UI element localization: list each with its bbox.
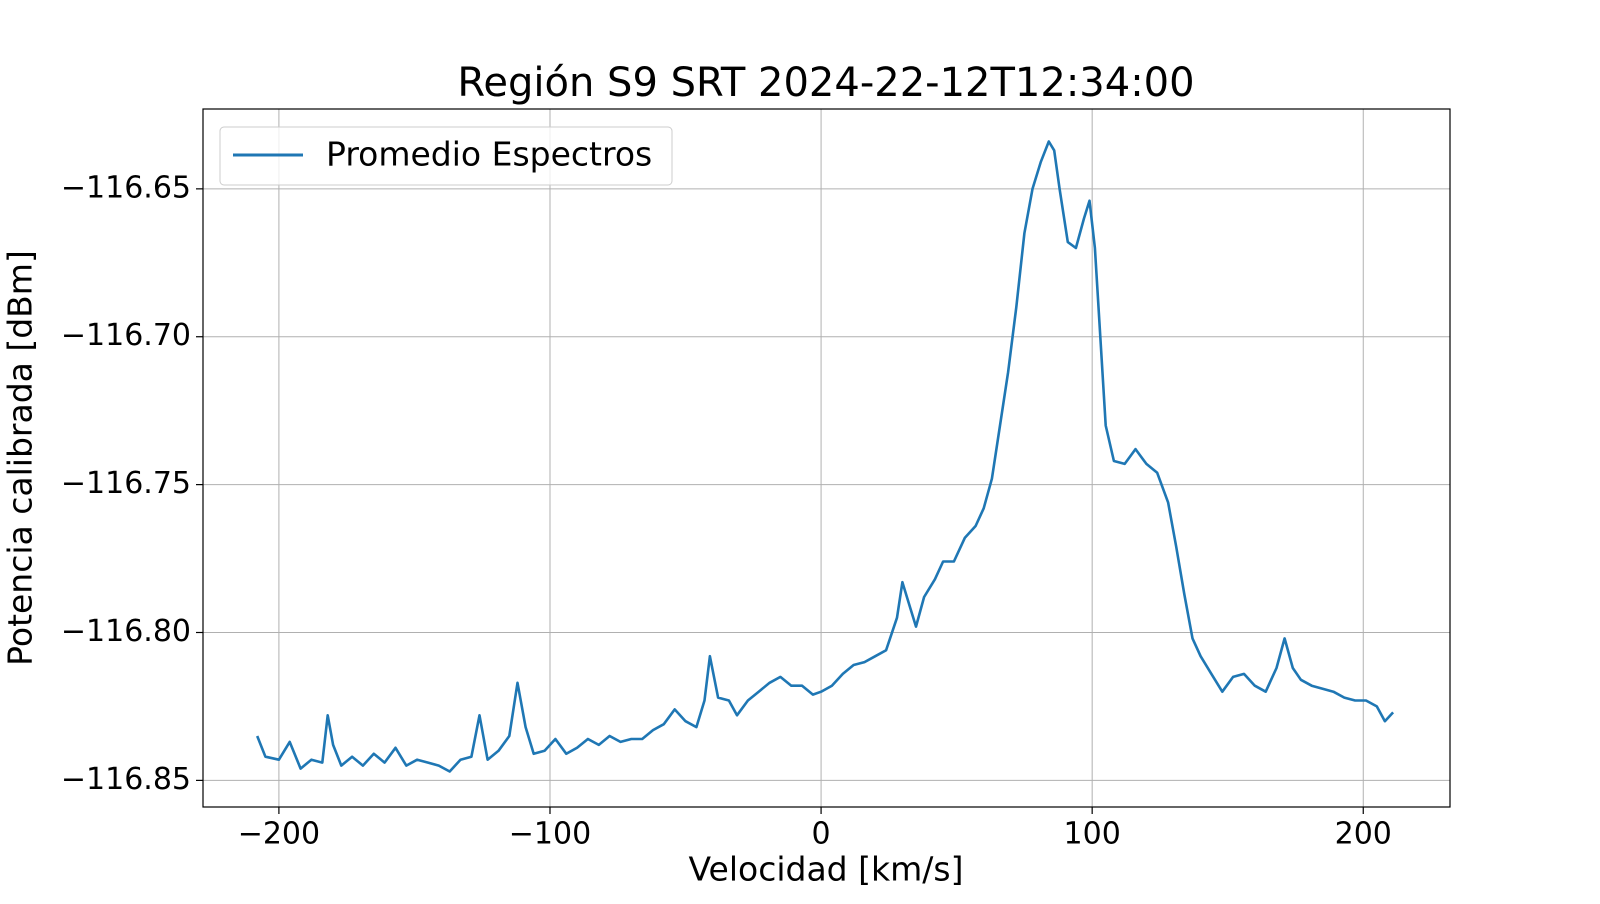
- legend-box: [219, 126, 673, 186]
- y-tick-label: −116.75: [61, 466, 191, 501]
- x-tick-label: −100: [509, 817, 591, 852]
- chart-title: Región S9 SRT 2024-22-12T12:34:00: [457, 60, 1194, 106]
- legend-label: Promedio Espectros: [326, 135, 652, 174]
- x-tick-label: −200: [238, 817, 320, 852]
- plot-frame: [202, 108, 1451, 808]
- x-tick-label: 0: [812, 817, 831, 852]
- legend: Promedio Espectros: [219, 126, 673, 186]
- y-axis-label: Potencia calibrada [dBm]: [1, 250, 40, 666]
- y-tick-label: −116.70: [61, 318, 191, 353]
- data-line: [255, 140, 1395, 773]
- x-axis-label: Velocidad [km/s]: [689, 850, 964, 889]
- y-tick-label: −116.85: [61, 762, 191, 797]
- y-tick-label: −116.80: [61, 614, 191, 649]
- y-tick-label: −116.65: [61, 170, 191, 205]
- x-tick-label: 100: [1064, 817, 1121, 852]
- x-tick-label: 200: [1335, 817, 1392, 852]
